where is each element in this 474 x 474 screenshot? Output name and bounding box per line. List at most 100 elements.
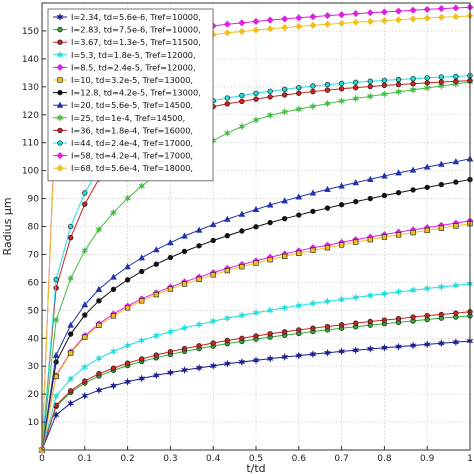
data-point bbox=[310, 88, 316, 95]
data-point bbox=[68, 388, 74, 394]
data-point bbox=[239, 98, 245, 105]
data-point bbox=[124, 277, 131, 283]
data-point bbox=[153, 352, 159, 358]
legend-box bbox=[47, 8, 214, 182]
data-point bbox=[338, 11, 346, 19]
data-point bbox=[81, 246, 89, 255]
data-point bbox=[395, 76, 402, 83]
data-point bbox=[110, 365, 117, 371]
y-tick-label: 50 bbox=[28, 306, 40, 316]
data-point bbox=[66, 274, 75, 283]
data-point bbox=[67, 321, 75, 328]
data-point bbox=[423, 14, 431, 22]
data-point bbox=[310, 325, 316, 331]
data-point bbox=[437, 13, 445, 21]
data-point bbox=[381, 77, 388, 84]
data-point bbox=[66, 399, 75, 408]
data-point bbox=[123, 341, 132, 350]
data-point bbox=[110, 273, 117, 280]
data-point bbox=[409, 166, 417, 173]
data-point bbox=[352, 18, 360, 26]
data-point bbox=[82, 201, 88, 207]
data-point bbox=[152, 331, 160, 341]
data-point bbox=[223, 29, 231, 37]
data-point bbox=[95, 285, 103, 292]
data-point bbox=[452, 281, 460, 290]
data-point bbox=[353, 320, 359, 326]
data-point bbox=[296, 90, 302, 96]
legend-marker bbox=[56, 63, 64, 71]
data-point bbox=[381, 192, 388, 199]
data-point bbox=[323, 297, 332, 306]
data-point bbox=[337, 347, 346, 356]
data-point bbox=[324, 81, 331, 88]
data-point bbox=[266, 25, 274, 33]
data-point bbox=[366, 92, 374, 101]
data-point bbox=[267, 94, 273, 100]
data-point bbox=[138, 254, 146, 261]
data-point bbox=[253, 90, 259, 96]
data-point bbox=[195, 363, 203, 373]
x-tick-label: 0.1 bbox=[78, 454, 92, 464]
data-point bbox=[210, 237, 216, 244]
legend-entry: I=3.67, td=1.3e-5, Tref=11500, bbox=[71, 37, 201, 47]
data-point bbox=[52, 410, 60, 420]
data-point bbox=[280, 352, 289, 362]
data-point bbox=[223, 20, 231, 28]
data-point bbox=[324, 185, 331, 192]
data-point bbox=[338, 322, 345, 328]
data-point bbox=[296, 250, 302, 256]
data-point bbox=[238, 27, 246, 36]
data-point bbox=[324, 205, 331, 211]
x-tick-label: 0.8 bbox=[377, 454, 392, 464]
data-point bbox=[152, 246, 160, 253]
data-point bbox=[438, 225, 444, 231]
data-point bbox=[68, 223, 74, 230]
data-point bbox=[282, 92, 288, 98]
data-point bbox=[367, 195, 373, 202]
data-point bbox=[124, 263, 131, 270]
data-point bbox=[381, 317, 388, 323]
data-point bbox=[96, 298, 102, 304]
y-tick-label: 30 bbox=[28, 362, 40, 372]
data-point bbox=[380, 17, 388, 25]
data-point bbox=[53, 276, 59, 283]
data-point bbox=[52, 351, 60, 358]
data-point bbox=[280, 303, 289, 313]
data-point bbox=[338, 202, 345, 208]
data-point bbox=[281, 15, 289, 23]
data-point bbox=[310, 208, 316, 215]
data-point bbox=[123, 194, 132, 203]
data-point bbox=[323, 348, 332, 358]
data-point bbox=[438, 79, 444, 85]
data-point bbox=[167, 348, 174, 355]
data-point bbox=[366, 291, 374, 300]
data-point bbox=[353, 84, 359, 91]
y-tick-label: 80 bbox=[28, 223, 40, 233]
legend-entry: I=58, td=4.2e-4, Tref=17000, bbox=[71, 151, 193, 161]
data-point bbox=[409, 6, 417, 14]
y-tick-label: 110 bbox=[22, 139, 39, 149]
data-point bbox=[353, 79, 359, 86]
data-point bbox=[238, 210, 246, 217]
x-tick-label: 0.4 bbox=[206, 454, 221, 464]
data-point bbox=[167, 254, 174, 261]
data-point bbox=[224, 233, 230, 239]
legend-marker bbox=[56, 164, 64, 172]
data-point bbox=[153, 261, 159, 267]
x-tick-label: 0.9 bbox=[420, 454, 435, 464]
data-point bbox=[209, 316, 217, 326]
data-point bbox=[68, 350, 74, 356]
data-point bbox=[224, 337, 230, 344]
data-point bbox=[95, 385, 103, 395]
data-point bbox=[252, 308, 260, 318]
data-point bbox=[138, 374, 146, 383]
data-point bbox=[423, 5, 431, 13]
data-point bbox=[409, 15, 417, 23]
data-point bbox=[95, 225, 103, 234]
data-point bbox=[453, 179, 459, 185]
data-point bbox=[138, 336, 146, 345]
data-point bbox=[380, 8, 388, 16]
data-point bbox=[253, 96, 259, 102]
